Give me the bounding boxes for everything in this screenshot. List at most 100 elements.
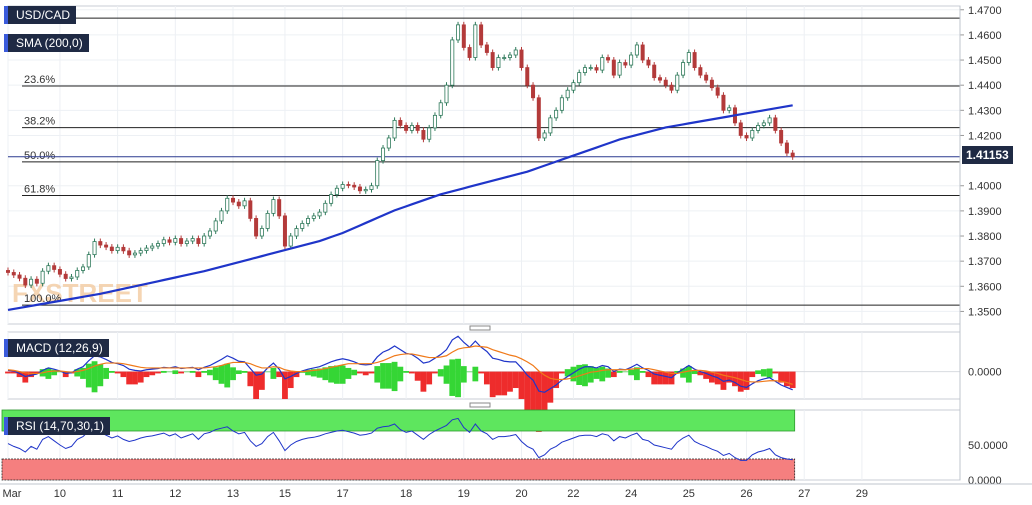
macd-histogram-bar xyxy=(518,371,525,399)
x-tick-label: 18 xyxy=(400,488,412,500)
candle-body xyxy=(242,200,247,207)
candle-body xyxy=(179,238,184,244)
candle-body xyxy=(507,54,512,58)
candle-body xyxy=(363,189,368,192)
macd-histogram-bar xyxy=(374,366,381,383)
price-tick-label: 1.4500 xyxy=(968,55,1002,67)
macd-histogram-bar xyxy=(495,371,502,396)
last-price-tag: 1.41153 xyxy=(962,146,1013,164)
macd-histogram-bar xyxy=(674,370,681,373)
macd-histogram-bar xyxy=(541,371,548,423)
macd-histogram-bar xyxy=(680,368,686,378)
macd-histogram-bar xyxy=(28,371,34,378)
macd-histogram-bar xyxy=(362,371,369,376)
candle-body xyxy=(519,49,524,68)
candle-body xyxy=(640,44,645,61)
candle-body xyxy=(282,215,287,247)
candle-body xyxy=(23,277,28,286)
price-tick-label: 1.3800 xyxy=(968,231,1002,243)
x-tick-label: 26 xyxy=(740,488,752,500)
macd-histogram-bar xyxy=(414,371,421,381)
candle-body xyxy=(750,130,755,139)
candle-body xyxy=(756,125,761,131)
macd-histogram-bar xyxy=(189,370,196,373)
candle-body xyxy=(606,57,611,61)
macd-histogram-bar xyxy=(316,368,323,378)
macd-histogram-bar xyxy=(207,369,213,376)
macd-signal-line xyxy=(7,345,793,385)
macd-histogram-bar xyxy=(120,371,127,378)
candle-body xyxy=(496,57,501,68)
macd-histogram-bar xyxy=(183,371,190,373)
candle-body xyxy=(138,250,143,254)
candle-body xyxy=(623,62,628,66)
candle-body xyxy=(582,67,587,74)
candle-body xyxy=(479,24,484,46)
macd-histogram-bar xyxy=(270,367,277,379)
candle-body xyxy=(219,210,224,222)
price-tick-label: 1.3500 xyxy=(968,306,1002,318)
macd-histogram-bar xyxy=(633,367,640,381)
macd-legend[interactable]: MACD (12,26,9) xyxy=(4,339,109,357)
macd-histogram-bar xyxy=(10,371,17,374)
candle-body xyxy=(288,235,293,247)
macd-histogram-bar xyxy=(501,371,508,396)
macd-histogram-bar xyxy=(108,370,115,373)
candle-body xyxy=(236,201,241,207)
macd-histogram-bar xyxy=(455,358,461,398)
rsi-tick-label: 0.0000 xyxy=(968,475,1002,487)
x-tick-label: 20 xyxy=(515,488,527,500)
candle-body xyxy=(513,49,518,56)
macd-histogram-bar xyxy=(691,370,698,375)
macd-histogram-bar xyxy=(258,371,265,390)
price-tick-label: 1.3600 xyxy=(968,281,1002,293)
x-tick-label: 29 xyxy=(856,488,868,500)
macd-histogram-bar xyxy=(385,363,392,389)
macd-histogram-bar xyxy=(651,371,658,385)
candle-body xyxy=(202,235,207,244)
macd-histogram-bar xyxy=(333,365,340,384)
candle-body xyxy=(11,272,16,276)
sma-legend[interactable]: SMA (200,0) xyxy=(4,34,89,52)
rsi-legend[interactable]: RSI (14,70,30,1) xyxy=(4,417,111,435)
candle-body xyxy=(69,276,74,279)
x-tick-label: 25 xyxy=(683,488,695,500)
macd-histogram-bar xyxy=(5,371,11,374)
macd-histogram-bar xyxy=(310,369,317,377)
candle-body xyxy=(207,230,212,237)
candle-body xyxy=(144,247,149,251)
candle-body xyxy=(617,62,622,76)
macd-histogram-bar xyxy=(391,361,398,392)
candle-body xyxy=(715,87,720,96)
macd-histogram-bar xyxy=(449,359,456,396)
macd-histogram-bar xyxy=(558,371,565,374)
x-tick-label: 11 xyxy=(112,488,123,500)
candle-body xyxy=(744,135,749,139)
candle-body xyxy=(17,274,22,279)
candle-body xyxy=(525,67,530,86)
candle-body xyxy=(409,125,414,131)
macd-histogram-bar xyxy=(437,369,444,377)
candle-body xyxy=(381,147,386,162)
macd-histogram-bar xyxy=(599,366,606,382)
candle-body xyxy=(300,223,305,229)
macd-histogram-bar xyxy=(253,371,259,399)
macd-histogram-bar xyxy=(322,367,329,381)
candle-body xyxy=(173,238,178,243)
candle-body xyxy=(6,270,11,273)
price-tick-label: 1.4600 xyxy=(968,30,1002,42)
macd-histogram-bar xyxy=(420,371,427,392)
macd-histogram-bar xyxy=(282,371,288,399)
candle-body xyxy=(461,24,466,48)
price-tick-label: 1.4700 xyxy=(968,5,1002,17)
macd-panel xyxy=(7,331,961,400)
candle-body xyxy=(686,52,691,63)
macd-histogram-bar xyxy=(443,365,450,384)
macd-histogram-bar xyxy=(97,364,104,387)
symbol-legend[interactable]: USD/CAD xyxy=(4,6,77,24)
macd-histogram-bar xyxy=(91,361,98,393)
price-tick-label: 1.4000 xyxy=(968,181,1002,193)
candle-body xyxy=(225,197,230,212)
macd-histogram-bar xyxy=(530,371,536,416)
